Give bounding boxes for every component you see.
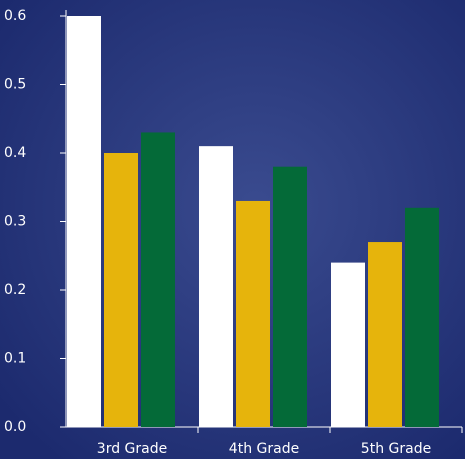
y-tick-label: 0.6 [4,8,26,24]
bar [236,200,270,427]
x-tick-label: 3rd Grade [97,441,167,457]
y-tick-label: 0.3 [4,214,26,230]
bar [368,242,402,427]
y-tick-label: 0.2 [4,282,26,298]
x-tick-label: 4th Grade [229,441,299,457]
y-tick-label: 0.4 [4,145,26,161]
bar [104,153,138,427]
y-tick-label: 0.1 [4,351,26,367]
bar [273,166,307,427]
bar [67,16,101,427]
x-tick-label: 5th Grade [361,441,431,457]
y-tick-label: 0.0 [4,419,26,435]
bar [141,132,175,427]
bar [331,262,365,427]
bar [199,146,233,427]
y-tick-label: 0.5 [4,77,26,93]
bar [405,207,439,427]
